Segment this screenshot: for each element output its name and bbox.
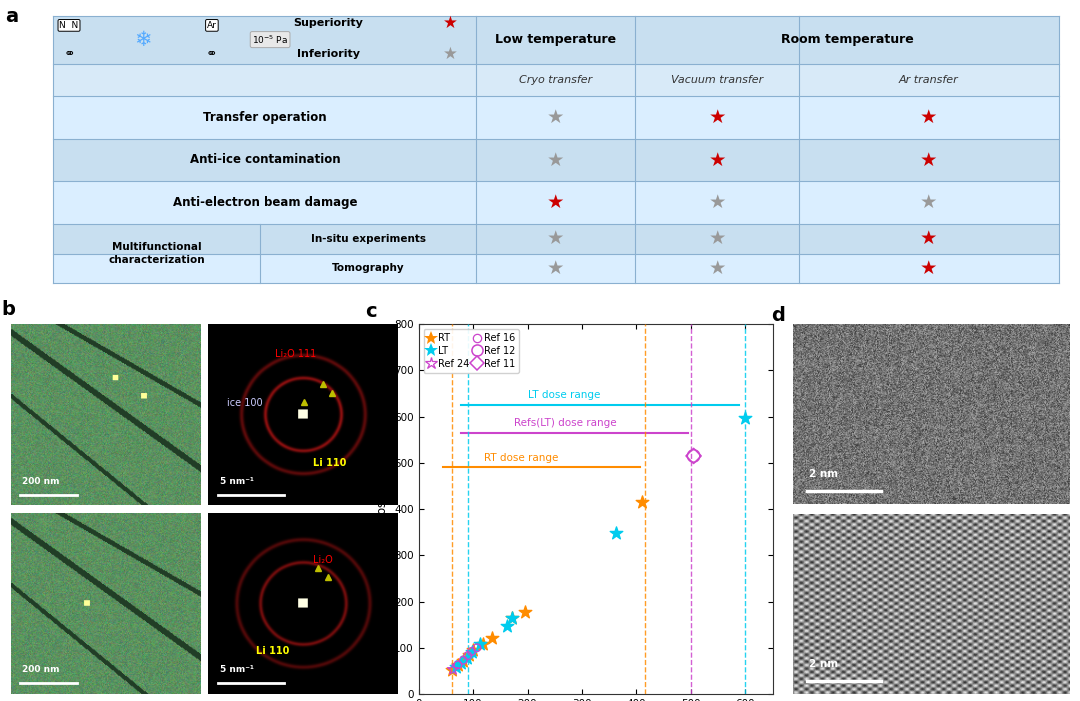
Text: ★: ★ xyxy=(548,151,565,170)
Text: Inferiority: Inferiority xyxy=(297,49,360,59)
Text: RT dose range: RT dose range xyxy=(484,453,558,463)
Bar xyxy=(53,15,1058,64)
Point xyxy=(460,649,477,660)
Text: ★: ★ xyxy=(443,45,458,63)
Text: ★: ★ xyxy=(548,108,565,127)
Text: Refs(LT) dose range: Refs(LT) dose range xyxy=(514,418,617,428)
Text: Tomography: Tomography xyxy=(332,264,404,273)
Text: Cryo transfer: Cryo transfer xyxy=(519,75,593,85)
Text: Multifunctional
characterization: Multifunctional characterization xyxy=(108,242,204,265)
Text: ★: ★ xyxy=(708,108,726,127)
Point xyxy=(498,620,515,631)
Text: Room temperature: Room temperature xyxy=(781,33,914,46)
Point xyxy=(449,660,467,671)
Text: ★: ★ xyxy=(708,259,726,278)
Text: 2 nm: 2 nm xyxy=(809,469,838,479)
Text: In-situ experiments: In-situ experiments xyxy=(311,234,426,244)
Text: ★: ★ xyxy=(548,229,565,248)
Text: b: b xyxy=(1,300,15,319)
Point xyxy=(459,650,476,661)
Text: ★: ★ xyxy=(920,108,937,127)
Point xyxy=(444,664,461,675)
Text: 200 nm: 200 nm xyxy=(23,477,59,486)
Text: 200 nm: 200 nm xyxy=(23,665,59,674)
Text: 2 nm: 2 nm xyxy=(809,659,838,669)
Text: ⚭: ⚭ xyxy=(206,47,218,61)
Text: Li₂O 111: Li₂O 111 xyxy=(274,349,316,359)
Legend: RT, LT, Ref 24, Ref 16, Ref 12, Ref 11: RT, LT, Ref 24, Ref 16, Ref 12, Ref 11 xyxy=(423,329,519,373)
Text: Low temperature: Low temperature xyxy=(496,33,617,46)
Point xyxy=(464,644,482,655)
Point xyxy=(516,606,534,618)
Text: Anti-ice contamination: Anti-ice contamination xyxy=(189,154,340,166)
Text: N  N: N N xyxy=(59,21,79,30)
Text: Superiority: Superiority xyxy=(294,18,363,27)
Point xyxy=(484,632,501,644)
Point xyxy=(607,528,624,539)
Text: 5 nm⁻¹: 5 nm⁻¹ xyxy=(219,665,254,674)
Text: LT dose range: LT dose range xyxy=(527,390,599,400)
Bar xyxy=(53,254,1058,283)
Point xyxy=(685,450,702,461)
Point xyxy=(453,657,470,668)
Text: c: c xyxy=(366,302,377,321)
Text: ★: ★ xyxy=(920,259,937,278)
Text: ice 100: ice 100 xyxy=(228,397,264,408)
Text: Transfer operation: Transfer operation xyxy=(203,111,326,123)
Point xyxy=(503,612,521,623)
Point xyxy=(503,612,521,623)
Point xyxy=(455,655,472,667)
Point xyxy=(444,665,461,676)
Text: d: d xyxy=(771,306,785,325)
Point xyxy=(737,412,754,423)
Bar xyxy=(53,139,1058,182)
Text: ★: ★ xyxy=(708,151,726,170)
Text: ★: ★ xyxy=(548,193,565,212)
Bar xyxy=(53,96,1058,139)
Point xyxy=(463,647,481,658)
Point xyxy=(463,646,481,657)
Text: Ar transfer: Ar transfer xyxy=(899,75,959,85)
Text: Ar: Ar xyxy=(207,21,217,30)
Point xyxy=(471,639,488,650)
Text: Li₂O: Li₂O xyxy=(313,555,333,566)
Bar xyxy=(53,182,1058,224)
Text: ★: ★ xyxy=(708,229,726,248)
Point xyxy=(685,450,702,461)
Text: Vacuum transfer: Vacuum transfer xyxy=(671,75,764,85)
Point xyxy=(474,639,491,650)
Text: Li 110: Li 110 xyxy=(313,458,347,468)
Point xyxy=(633,496,650,508)
Text: ★: ★ xyxy=(443,13,458,32)
Text: a: a xyxy=(5,7,18,26)
Text: 5 nm⁻¹: 5 nm⁻¹ xyxy=(219,477,254,486)
Text: ⚭: ⚭ xyxy=(64,47,75,61)
Point xyxy=(449,659,467,670)
Bar xyxy=(53,64,1058,96)
Point xyxy=(455,655,472,666)
Point xyxy=(458,653,475,664)
Text: Anti-electron beam damage: Anti-electron beam damage xyxy=(173,196,357,209)
Point xyxy=(469,642,486,653)
Bar xyxy=(53,224,1058,254)
Point xyxy=(447,662,464,673)
Text: ★: ★ xyxy=(708,193,726,212)
Text: ★: ★ xyxy=(548,259,565,278)
Text: ★: ★ xyxy=(920,229,937,248)
Y-axis label: electron dose (e$^-$/Å$^2$): electron dose (e$^-$/Å$^2$) xyxy=(372,444,389,574)
Text: Li 110: Li 110 xyxy=(256,646,289,656)
Text: ★: ★ xyxy=(920,151,937,170)
Text: ❄: ❄ xyxy=(134,29,152,50)
Text: 10$^{-5}$ Pa: 10$^{-5}$ Pa xyxy=(252,34,288,46)
Text: ★: ★ xyxy=(920,193,937,212)
